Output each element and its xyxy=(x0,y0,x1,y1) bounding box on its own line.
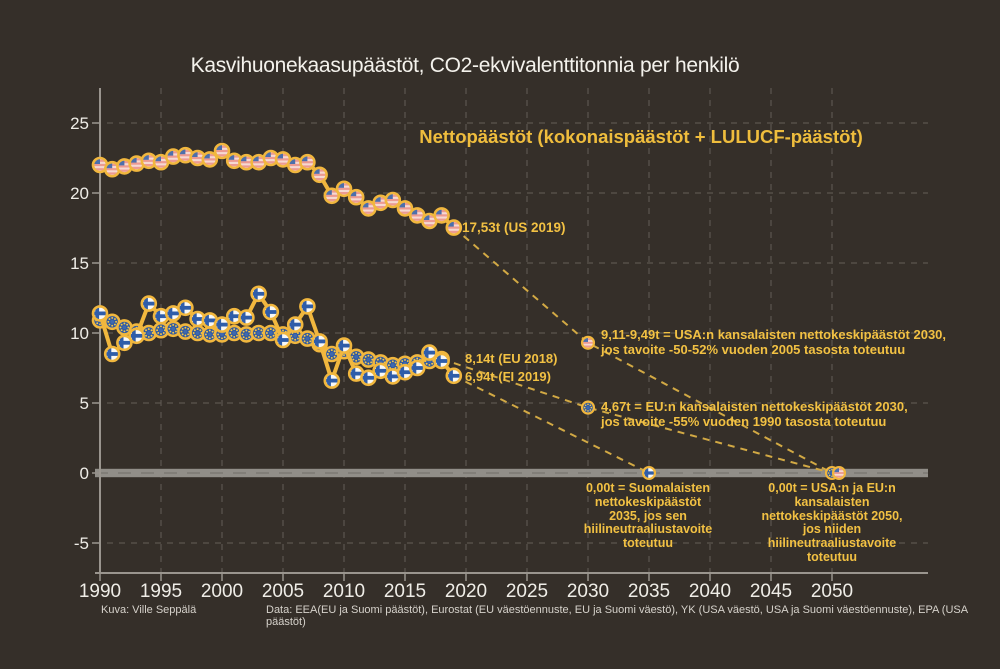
svg-text:1990: 1990 xyxy=(79,581,121,602)
svg-text:2005: 2005 xyxy=(262,581,304,602)
annotation-fi-2035-target: 0,00t = Suomalaisten nettokeskipäästöt 2… xyxy=(583,481,713,550)
svg-text:2015: 2015 xyxy=(384,581,426,602)
footer-credit: Kuva: Ville Seppälä xyxy=(101,604,197,616)
footer-data-source: Data: EEA(EU ja Suomi päästöt), Eurostat… xyxy=(266,604,968,628)
annotation-eu-2030-target: 4,67t = EU:n kansalaisten nettokeskipääs… xyxy=(601,399,908,429)
svg-text:10: 10 xyxy=(70,324,89,343)
annotation-eu-2018-value: 8,14t (EU 2018) xyxy=(465,351,558,366)
svg-text:2020: 2020 xyxy=(445,581,487,602)
svg-text:1995: 1995 xyxy=(140,581,182,602)
svg-text:2050: 2050 xyxy=(811,581,853,602)
svg-text:0: 0 xyxy=(80,464,89,483)
svg-text:5: 5 xyxy=(80,394,89,413)
annotation-us-2019-value: 17,53t (US 2019) xyxy=(462,220,566,235)
svg-text:25: 25 xyxy=(70,114,89,133)
svg-text:-5: -5 xyxy=(74,534,89,553)
chart-subtitle: Nettopäästöt (kokonaispäästöt + LULUCF-p… xyxy=(419,126,863,147)
svg-text:2025: 2025 xyxy=(506,581,548,602)
svg-text:2040: 2040 xyxy=(689,581,731,602)
svg-text:2010: 2010 xyxy=(323,581,365,602)
svg-text:2030: 2030 xyxy=(567,581,609,602)
svg-text:2045: 2045 xyxy=(750,581,792,602)
svg-text:2035: 2035 xyxy=(628,581,670,602)
svg-text:2000: 2000 xyxy=(201,581,243,602)
svg-text:15: 15 xyxy=(70,254,89,273)
annotation-us-eu-2050-target: 0,00t = USA:n ja EU:n kansalaisten netto… xyxy=(761,481,903,564)
chart-title: Kasvihuonekaasupäästöt, CO2-ekvivalentti… xyxy=(190,54,740,77)
svg-text:20: 20 xyxy=(70,184,89,203)
annotation-fi-2019-value: 6,94t (FI 2019) xyxy=(465,369,551,384)
annotation-us-2030-target: 9,11-9,49t = USA:n kansalaisten nettokes… xyxy=(601,327,947,357)
